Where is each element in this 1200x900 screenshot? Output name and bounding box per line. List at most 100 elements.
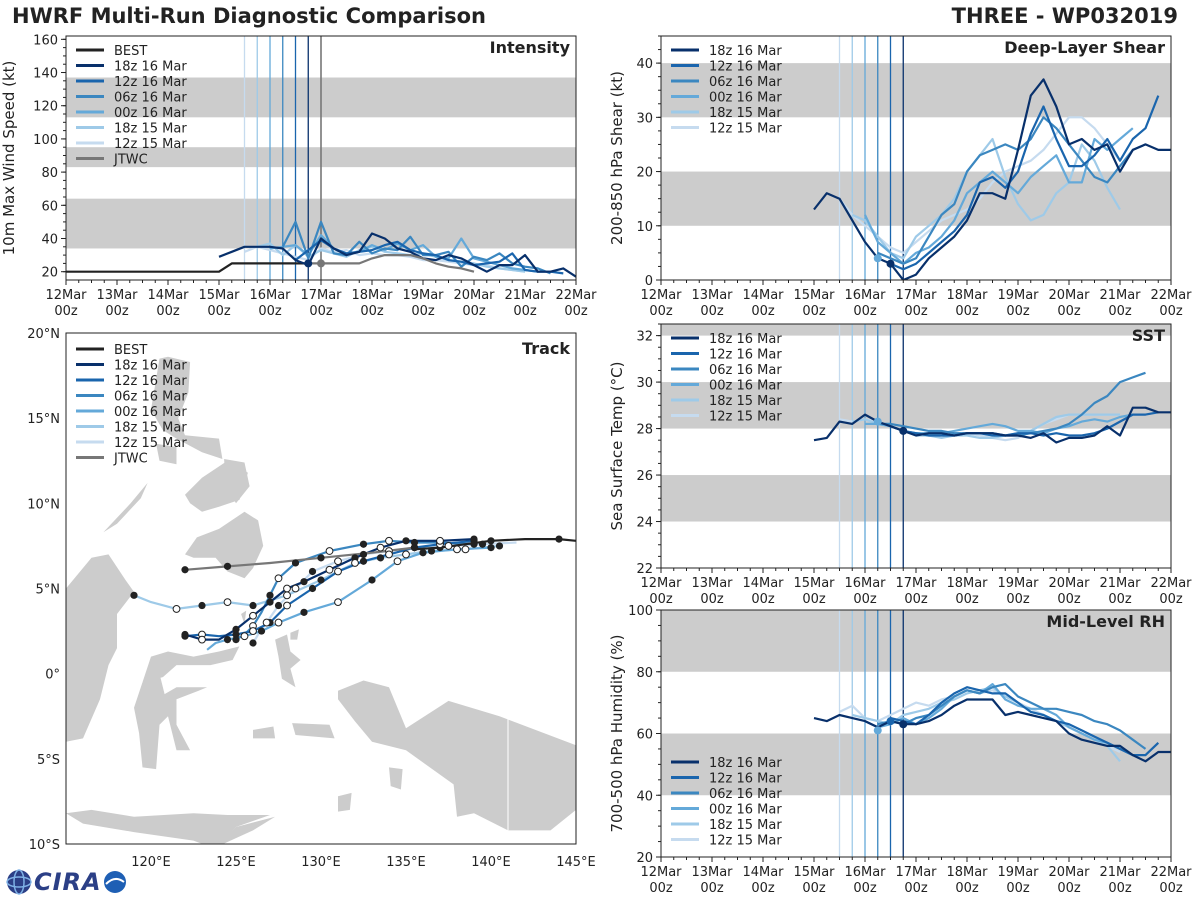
x-tick-label: 16Mar 00z <box>844 576 886 607</box>
x-tick-hour: 00z <box>751 304 775 319</box>
series-group <box>66 220 576 278</box>
track-marker-daily <box>198 601 206 610</box>
x-tick-hour: 00z <box>853 304 877 319</box>
y-tick-label: 60 <box>636 728 653 743</box>
legend-label-best: BEST <box>114 343 147 358</box>
x-tick-date: 21Mar <box>1099 576 1141 591</box>
x-tick-date: 12Mar <box>640 576 682 591</box>
x-tick-label: 17Mar 00z <box>895 865 937 896</box>
satellite-icon <box>103 871 126 893</box>
track-marker-daily <box>291 559 300 567</box>
x-tick-label: 20Mar 00z <box>1048 288 1090 319</box>
legend-label-18z-15-mar: 18z 15 Mar <box>114 122 187 137</box>
y-tick-label: 40 <box>636 57 653 72</box>
series-line-12z-15-mar <box>838 116 1121 254</box>
x-tick-label: 16Mar 00z <box>844 865 886 896</box>
x-tick-hour: 00z <box>1057 881 1081 896</box>
land-palawan <box>103 482 148 533</box>
x-tick-date: 22Mar <box>1150 288 1192 303</box>
track-marker-halfday <box>172 605 181 613</box>
y-tick-label: 26 <box>636 469 653 484</box>
track-marker-halfday <box>351 559 359 567</box>
legend-label-12z-15-mar: 12z 15 Mar <box>709 122 782 137</box>
x-tick-date: 12Mar <box>640 865 682 880</box>
y-tick-label: 30 <box>636 376 653 391</box>
init-marker-18z-16-mar <box>899 426 908 435</box>
x-tick-hour: 00z <box>802 881 826 896</box>
land-luzon <box>151 356 223 459</box>
x-tick-date: 21Mar <box>504 288 546 303</box>
x-tick-date: 18Mar <box>946 288 988 303</box>
x-tick-label: 19Mar 00z <box>402 288 444 319</box>
legend-label-12z-15-mar: 12z 15 Mar <box>114 436 187 451</box>
x-tick-date: 19Mar <box>997 576 1039 591</box>
init-marker-00z-16-mar <box>873 254 882 263</box>
x-tick-label: 21Mar 00z <box>504 288 546 319</box>
x-tick-hour: 00z <box>1057 304 1081 319</box>
x-tick-date: 16Mar <box>844 576 886 591</box>
track-marker-daily <box>223 636 232 644</box>
legend-label-best: BEST <box>114 44 147 59</box>
land-tanimbar <box>338 792 352 812</box>
track-marker-daily <box>368 576 376 584</box>
legend-label-18z-16-mar: 18z 16 Mar <box>114 359 187 374</box>
y-axis-label: 200-850 hPa Shear (kt) <box>608 71 626 245</box>
track-marker-daily <box>181 630 189 639</box>
track-marker-daily <box>487 537 495 545</box>
x-tick-date: 16Mar <box>844 288 886 303</box>
legend-label-18z-16-mar: 18z 16 Mar <box>709 44 782 59</box>
track-marker-halfday <box>274 574 283 583</box>
track-marker-daily <box>257 627 266 635</box>
init-marker-18z-16-mar <box>899 720 908 729</box>
lon-tick-label: 140°E <box>471 855 511 870</box>
x-tick-label: 22Mar 00z <box>1150 576 1192 607</box>
x-tick-date: 20Mar <box>453 288 495 303</box>
legend-label-12z-16-mar: 12z 16 Mar <box>709 772 782 787</box>
x-tick-date: 18Mar <box>351 288 393 303</box>
x-tick-date: 15Mar <box>793 288 835 303</box>
legend-label-00z-16-mar: 00z 16 Mar <box>709 91 782 106</box>
x-tick-date: 19Mar <box>997 288 1039 303</box>
y-tick-label: 22 <box>636 562 653 577</box>
legend-label-12z-15-mar: 12z 15 Mar <box>114 137 187 152</box>
x-tick-label: 13Mar 00z <box>691 576 733 607</box>
x-tick-label: 18Mar 00z <box>351 288 393 319</box>
x-tick-date: 19Mar <box>402 288 444 303</box>
x-tick-date: 20Mar <box>1048 865 1090 880</box>
x-tick-label: 21Mar 00z <box>1099 865 1141 896</box>
y-axis-label: Sea Surface Temp (°C) <box>608 361 626 530</box>
y-tick-label: 100 <box>33 133 58 148</box>
x-tick-hour: 00z <box>853 881 877 896</box>
x-tick-hour: 00z <box>1159 592 1183 607</box>
x-tick-hour: 00z <box>1159 304 1183 319</box>
init-marker-18z-16-mar <box>304 259 313 268</box>
legend-label-12z-15-mar: 12z 15 Mar <box>709 410 782 425</box>
x-tick-hour: 00z <box>462 304 486 319</box>
x-tick-hour: 00z <box>802 304 826 319</box>
series-line-12z-16-mar <box>890 411 1159 437</box>
track-marker-halfday <box>393 557 402 566</box>
x-tick-hour: 00z <box>1159 881 1183 896</box>
page-title: HWRF Multi-Run Diagnostic Comparison <box>12 4 487 28</box>
land-morotai <box>290 629 299 640</box>
x-tick-hour: 00z <box>309 304 333 319</box>
legend-label-18z-16-mar: 18z 16 Mar <box>709 756 782 771</box>
x-tick-date: 13Mar <box>691 288 733 303</box>
x-tick-hour: 00z <box>700 592 724 607</box>
x-tick-hour: 00z <box>360 304 384 319</box>
track-marker-halfday <box>334 598 342 607</box>
y-tick-label: 20 <box>41 266 58 281</box>
x-tick-date: 15Mar <box>198 288 240 303</box>
panel-title: Deep-Layer Shear <box>1004 38 1165 57</box>
track-marker-daily <box>402 537 410 545</box>
legend-label-00z-16-mar: 00z 16 Mar <box>114 405 187 420</box>
x-tick-label: 14Mar 00z <box>147 288 189 319</box>
x-tick-label: 13Mar 00z <box>96 288 138 319</box>
track-marker-daily <box>359 540 368 548</box>
init-marker-jtwc <box>317 259 325 268</box>
land-seram <box>292 723 335 739</box>
init-marker-00z-16-mar <box>873 417 882 426</box>
track-marker-halfday <box>249 611 257 620</box>
